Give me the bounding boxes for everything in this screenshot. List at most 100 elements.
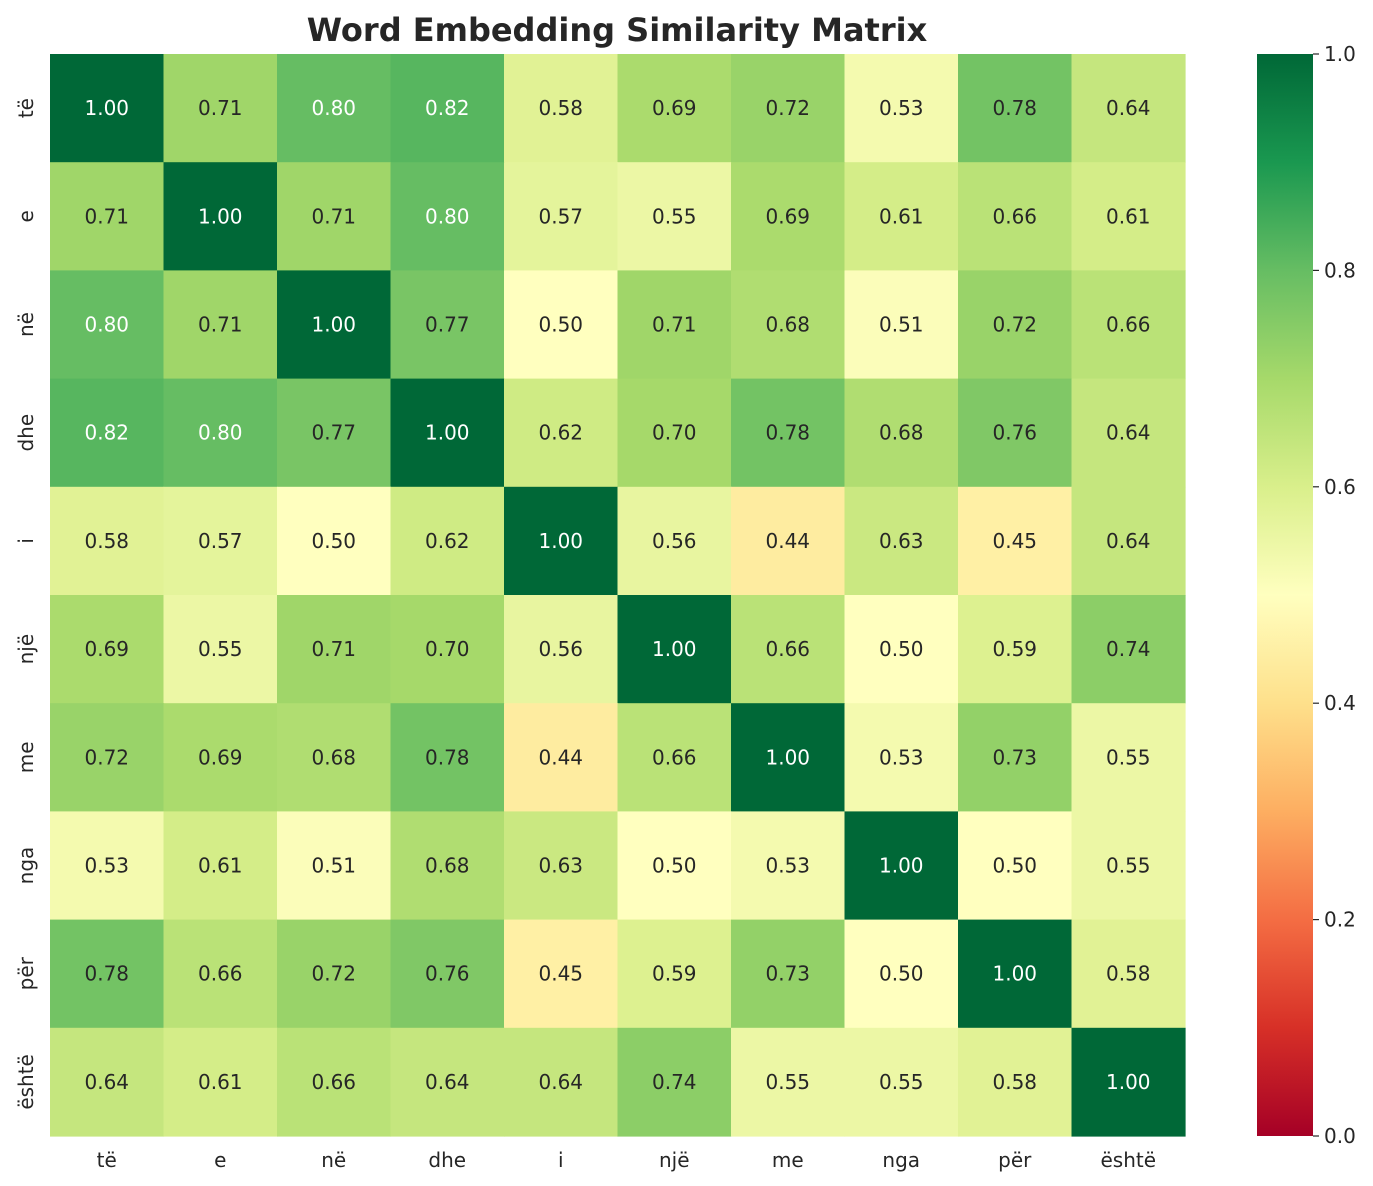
heatmap-cell — [504, 270, 619, 380]
cell-value-label: 0.55 — [1106, 854, 1151, 878]
cell-value-label: 0.64 — [538, 1070, 583, 1094]
heatmap-cell — [163, 54, 278, 163]
cell-value-label: 0.50 — [538, 313, 583, 337]
cell-value-label: 0.63 — [538, 854, 583, 878]
cell-value-label: 0.53 — [879, 96, 924, 120]
heatmap-cell — [163, 162, 278, 271]
heatmap-cell — [617, 811, 732, 921]
cell-value-label: 0.50 — [311, 529, 356, 553]
heatmap-cell — [617, 595, 732, 704]
cell-value-label: 0.68 — [765, 313, 810, 337]
heatmap-cell — [504, 1027, 619, 1137]
heatmap-cell — [617, 703, 732, 812]
cell-value-label: 0.66 — [1106, 313, 1151, 337]
cell-value-label: 0.61 — [879, 204, 924, 228]
cell-value-label: 0.73 — [992, 745, 1037, 769]
x-tick-label: i — [558, 1148, 564, 1172]
heatmap-cell — [277, 1027, 392, 1137]
heatmap-cell — [1071, 595, 1186, 704]
x-tick-label: dhe — [428, 1148, 466, 1172]
y-tick-label: një — [14, 634, 38, 665]
cell-value-label: 0.78 — [765, 421, 810, 445]
heatmap-cell — [50, 919, 165, 1029]
cell-value-label: 0.71 — [84, 204, 129, 228]
cell-value-label: 0.69 — [652, 96, 697, 120]
cell-value-label: 0.66 — [198, 962, 243, 986]
cell-value-label: 0.64 — [84, 1070, 129, 1094]
cell-value-label: 0.80 — [311, 96, 356, 120]
cell-value-label: 0.66 — [765, 637, 810, 661]
cell-value-label: 0.55 — [198, 637, 243, 661]
colorbar-tick-label: 1.0 — [1324, 42, 1356, 66]
heatmap-cell — [390, 811, 505, 921]
cell-value-label: 0.80 — [425, 204, 470, 228]
cell-value-label: 0.44 — [765, 529, 810, 553]
cell-value-label: 0.77 — [311, 421, 356, 445]
cell-value-label: 0.55 — [652, 204, 697, 228]
heatmap-cell — [731, 703, 846, 812]
heatmap-cell — [844, 270, 959, 380]
heatmap-cell — [1071, 703, 1186, 812]
colorbar-gradient — [1257, 54, 1313, 1136]
cell-value-label: 0.68 — [425, 854, 470, 878]
cell-value-label: 1.00 — [992, 962, 1037, 986]
heatmap-cell — [1071, 378, 1186, 488]
cell-value-label: 1.00 — [1106, 1070, 1151, 1094]
colorbar-tick-label: 0.0 — [1324, 1124, 1356, 1148]
heatmap-cell — [390, 54, 505, 163]
cell-value-label: 0.69 — [198, 745, 243, 769]
heatmap-cell — [731, 811, 846, 921]
chart-title: Word Embedding Similarity Matrix — [307, 11, 928, 49]
cell-value-label: 0.72 — [84, 745, 129, 769]
heatmap-cell — [277, 378, 392, 488]
cell-value-label: 0.53 — [879, 745, 924, 769]
cell-value-label: 0.51 — [311, 854, 356, 878]
cell-value-label: 1.00 — [425, 421, 470, 445]
heatmap-cell — [277, 703, 392, 812]
heatmap-cell — [504, 54, 619, 163]
heatmap-cell — [50, 595, 165, 704]
heatmap-cell — [731, 54, 846, 163]
heatmap-cell — [731, 270, 846, 380]
heatmap-cell — [390, 378, 505, 488]
cell-value-label: 1.00 — [652, 637, 697, 661]
heatmap-cell — [50, 162, 165, 271]
heatmap-cell — [844, 1027, 959, 1137]
cell-value-label: 0.58 — [538, 96, 583, 120]
heatmap-cell — [958, 919, 1073, 1029]
heatmap-cell — [277, 486, 392, 596]
cell-value-label: 0.71 — [311, 637, 356, 661]
heatmap-cell — [277, 162, 392, 271]
cell-value-label: 0.80 — [198, 421, 243, 445]
heatmap-cell — [844, 811, 959, 921]
heatmap-cell — [731, 378, 846, 488]
heatmap-cell — [163, 811, 278, 921]
heatmap-cell — [731, 486, 846, 596]
y-tick-label: për — [14, 956, 38, 990]
heatmap-cell — [163, 1027, 278, 1137]
cell-value-label: 0.70 — [425, 637, 470, 661]
colorbar-tick-label: 0.8 — [1324, 258, 1356, 282]
cell-value-label: 0.80 — [84, 313, 129, 337]
heatmap-cell — [958, 1027, 1073, 1137]
heatmap-cell — [163, 919, 278, 1029]
cell-value-label: 0.78 — [84, 962, 129, 986]
cell-value-label: 0.69 — [84, 637, 129, 661]
heatmap-cell — [390, 1027, 505, 1137]
cell-value-label: 0.72 — [765, 96, 810, 120]
cell-value-label: 0.66 — [311, 1070, 356, 1094]
heatmap-cell — [504, 378, 619, 488]
cell-value-label: 0.66 — [992, 204, 1037, 228]
x-tick-label: një — [659, 1148, 690, 1172]
heatmap-cell — [504, 595, 619, 704]
x-tick-label: për — [998, 1148, 1032, 1172]
cell-value-label: 0.58 — [84, 529, 129, 553]
cell-value-label: 0.56 — [538, 637, 583, 661]
cell-value-label: 0.64 — [1106, 96, 1151, 120]
cell-value-label: 0.64 — [425, 1070, 470, 1094]
heatmap-cell — [50, 811, 165, 921]
cell-value-label: 0.62 — [538, 421, 583, 445]
heatmap-cell — [1071, 270, 1186, 380]
